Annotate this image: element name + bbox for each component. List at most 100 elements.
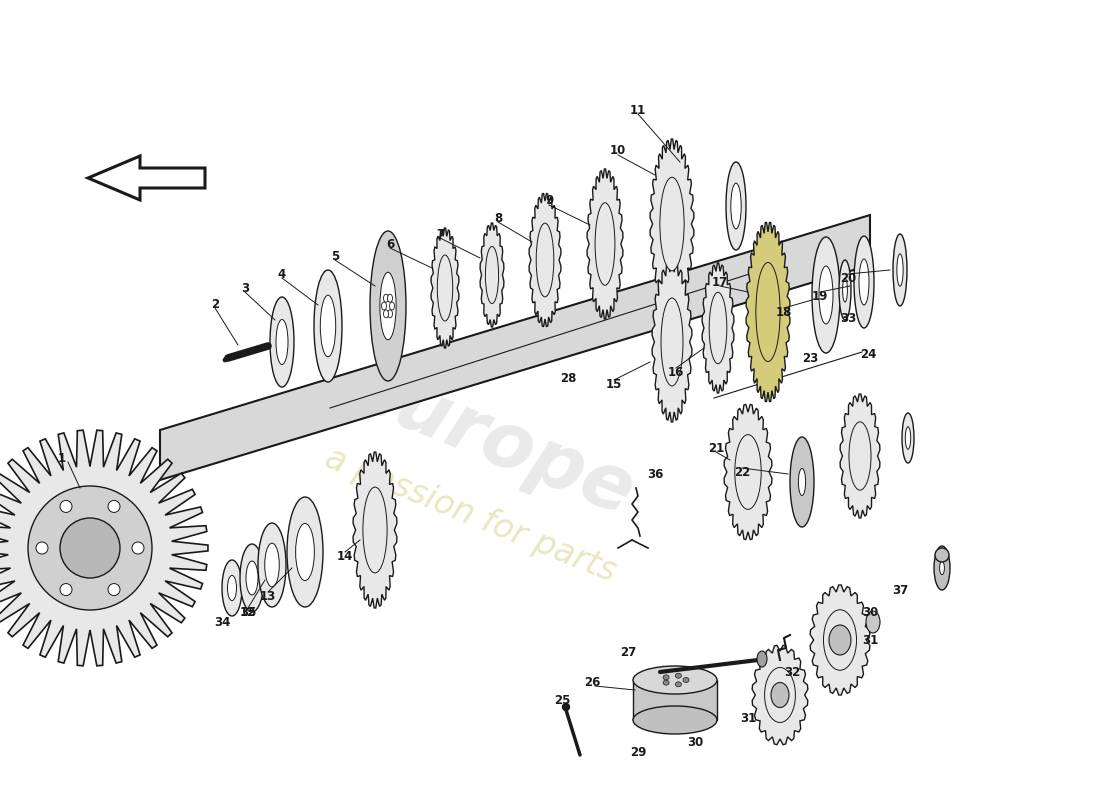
Text: 31: 31 — [862, 634, 878, 646]
Ellipse shape — [382, 302, 386, 310]
Ellipse shape — [866, 611, 880, 633]
Circle shape — [36, 542, 48, 554]
Text: 16: 16 — [668, 366, 684, 378]
Ellipse shape — [387, 294, 393, 302]
Ellipse shape — [370, 231, 406, 381]
Ellipse shape — [536, 223, 553, 297]
Ellipse shape — [764, 667, 795, 722]
Polygon shape — [840, 394, 880, 518]
Ellipse shape — [222, 560, 242, 616]
Ellipse shape — [595, 202, 615, 286]
Circle shape — [60, 583, 72, 595]
Text: 4: 4 — [278, 267, 286, 281]
Ellipse shape — [675, 674, 681, 678]
Text: 24: 24 — [860, 349, 877, 362]
Ellipse shape — [939, 562, 945, 574]
Ellipse shape — [240, 544, 264, 612]
Ellipse shape — [320, 295, 336, 357]
Ellipse shape — [389, 302, 395, 310]
Ellipse shape — [730, 183, 741, 229]
Ellipse shape — [228, 575, 236, 601]
Ellipse shape — [757, 651, 767, 667]
Ellipse shape — [660, 178, 684, 270]
Ellipse shape — [287, 497, 323, 607]
Polygon shape — [160, 215, 870, 480]
Ellipse shape — [710, 292, 727, 364]
Text: 25: 25 — [553, 694, 570, 706]
Ellipse shape — [839, 260, 851, 320]
Text: 31: 31 — [740, 711, 756, 725]
Polygon shape — [652, 262, 692, 422]
Ellipse shape — [384, 294, 388, 302]
Polygon shape — [746, 222, 790, 402]
Ellipse shape — [438, 255, 453, 321]
Ellipse shape — [683, 678, 689, 682]
Ellipse shape — [663, 675, 669, 680]
Ellipse shape — [379, 272, 396, 340]
Ellipse shape — [854, 236, 874, 328]
Ellipse shape — [276, 319, 288, 365]
Ellipse shape — [265, 543, 279, 587]
Polygon shape — [752, 646, 807, 745]
Text: 30: 30 — [862, 606, 878, 618]
Text: 18: 18 — [776, 306, 792, 318]
Text: 32: 32 — [784, 666, 800, 678]
Ellipse shape — [735, 434, 761, 510]
Polygon shape — [810, 585, 870, 695]
Ellipse shape — [270, 297, 294, 387]
Polygon shape — [431, 228, 459, 348]
Text: 20: 20 — [840, 271, 856, 285]
Circle shape — [132, 542, 144, 554]
Ellipse shape — [314, 270, 342, 382]
Ellipse shape — [771, 682, 789, 707]
Text: 14: 14 — [337, 550, 353, 562]
Circle shape — [562, 703, 570, 710]
Circle shape — [60, 501, 72, 513]
Text: 17: 17 — [712, 275, 728, 289]
Text: 29: 29 — [630, 746, 646, 758]
Text: 11: 11 — [630, 103, 646, 117]
Ellipse shape — [812, 237, 840, 353]
Text: 28: 28 — [560, 371, 576, 385]
Ellipse shape — [896, 254, 903, 286]
Text: 33: 33 — [840, 311, 856, 325]
Polygon shape — [587, 169, 623, 319]
Polygon shape — [724, 404, 772, 540]
Text: 6: 6 — [386, 238, 394, 250]
Ellipse shape — [935, 548, 949, 562]
Polygon shape — [632, 680, 717, 720]
Ellipse shape — [387, 310, 393, 318]
Ellipse shape — [824, 610, 857, 670]
Text: 34: 34 — [213, 615, 230, 629]
Ellipse shape — [859, 259, 869, 305]
Text: 36: 36 — [647, 469, 663, 482]
Text: 21: 21 — [708, 442, 724, 454]
Text: 19: 19 — [812, 290, 828, 302]
Text: 22: 22 — [734, 466, 750, 478]
Polygon shape — [529, 194, 561, 326]
Ellipse shape — [663, 680, 669, 685]
Polygon shape — [702, 263, 734, 393]
Text: 27: 27 — [620, 646, 636, 658]
Ellipse shape — [384, 310, 388, 318]
Ellipse shape — [893, 234, 907, 306]
Text: 8: 8 — [494, 211, 502, 225]
Text: 10: 10 — [609, 145, 626, 158]
Text: 7: 7 — [436, 227, 444, 241]
Ellipse shape — [843, 278, 847, 302]
Ellipse shape — [849, 422, 871, 490]
Circle shape — [60, 518, 120, 578]
Text: 35: 35 — [240, 606, 256, 618]
Ellipse shape — [829, 625, 851, 655]
Ellipse shape — [934, 546, 950, 590]
Polygon shape — [0, 430, 208, 666]
Circle shape — [28, 486, 152, 610]
Ellipse shape — [756, 262, 780, 362]
Ellipse shape — [661, 298, 683, 386]
Text: 5: 5 — [331, 250, 339, 262]
Text: 2: 2 — [211, 298, 219, 310]
Ellipse shape — [485, 246, 498, 304]
Polygon shape — [88, 156, 205, 200]
Text: europe: europe — [336, 349, 645, 531]
Ellipse shape — [820, 266, 833, 324]
